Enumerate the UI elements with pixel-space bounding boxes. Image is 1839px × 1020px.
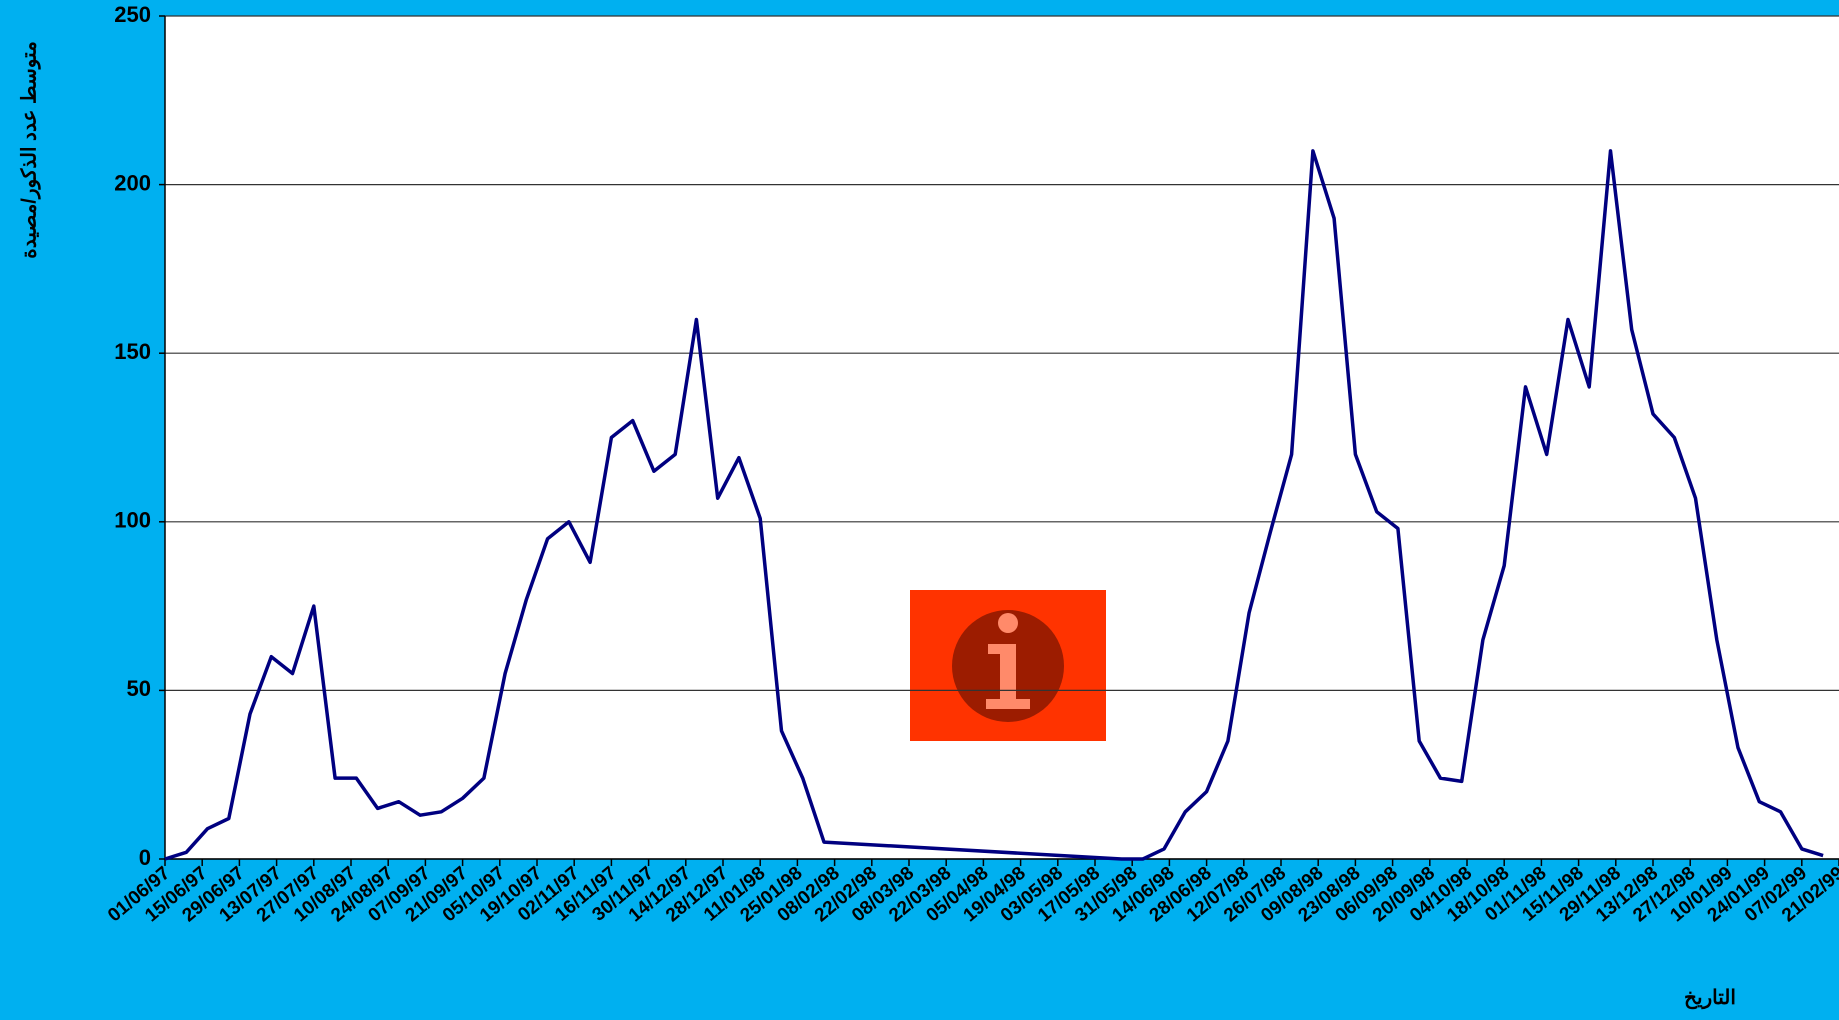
info-icon (910, 590, 1106, 741)
y-tick-label: 0 (139, 845, 151, 870)
y-tick-label: 250 (114, 2, 151, 27)
y-tick-label: 200 (114, 170, 151, 195)
y-tick-label: 100 (114, 508, 151, 533)
y-axis-label: متوسط عدد الذكور/مصيدة (18, 41, 41, 259)
y-tick-label: 150 (114, 339, 151, 364)
y-tick-label: 50 (127, 676, 151, 701)
data-line (164, 149, 1824, 861)
x-axis-label: التاريخ (1684, 987, 1736, 1010)
